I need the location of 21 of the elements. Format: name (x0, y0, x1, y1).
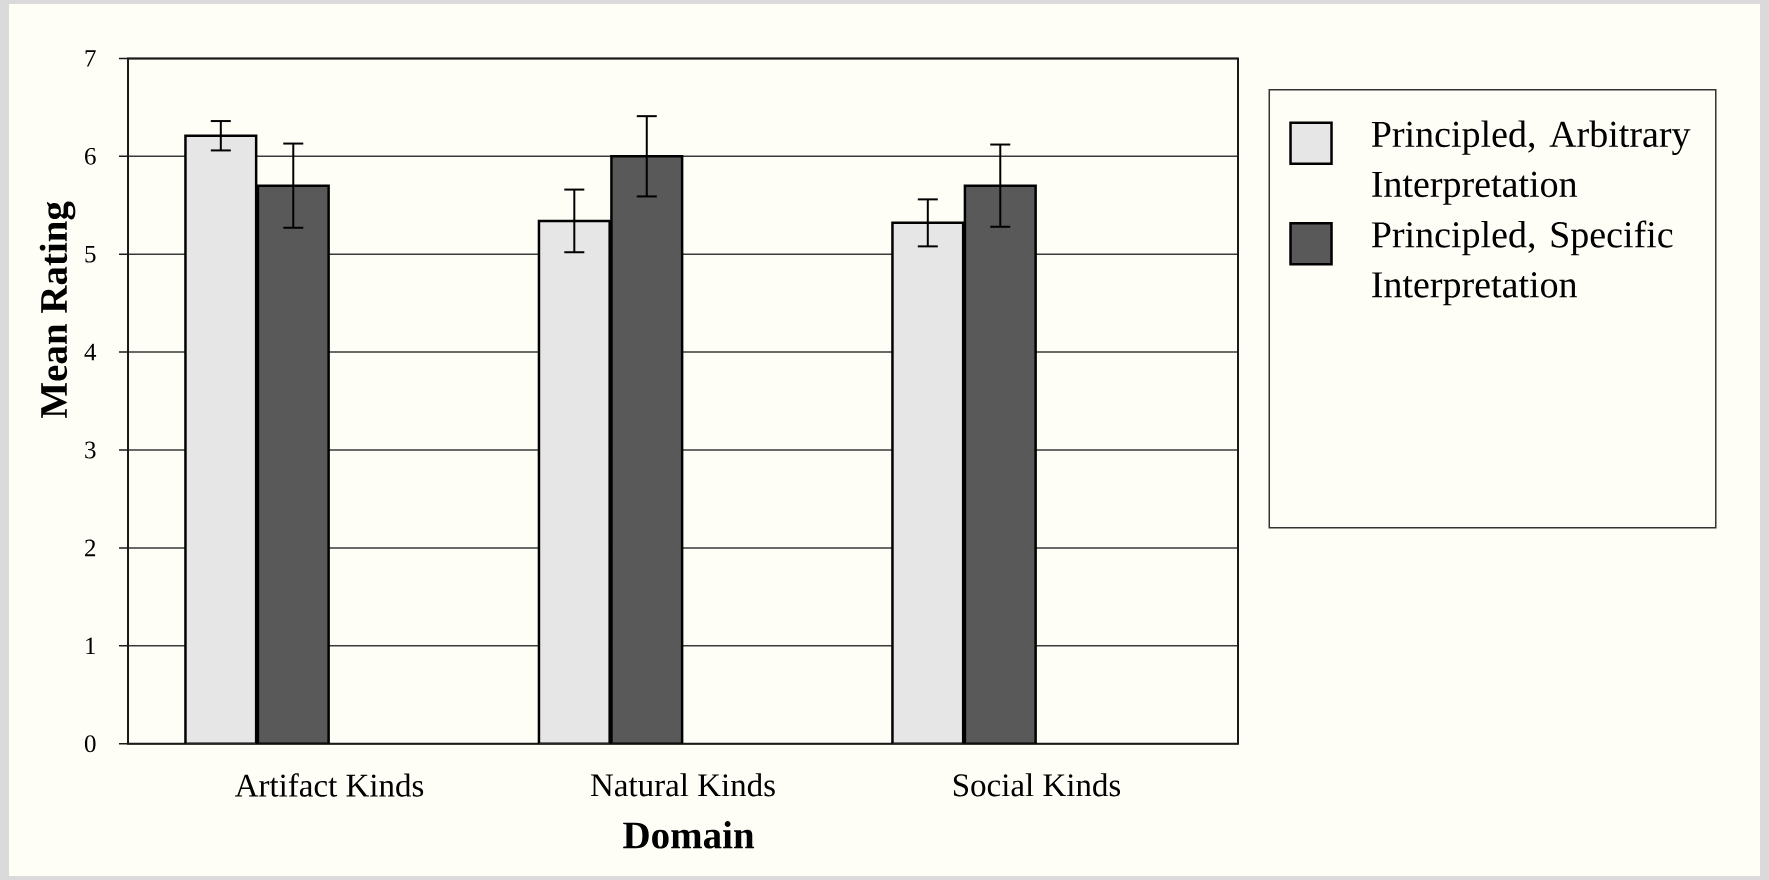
bar (891, 221, 965, 744)
bar (256, 184, 330, 744)
bar (537, 219, 611, 744)
y-tick-label: 2 (85, 539, 96, 557)
bar (184, 134, 258, 744)
y-tick-label: 0 (84, 735, 96, 753)
x-tick-label: Natural Kinds (590, 773, 775, 797)
y-tick-label: 7 (85, 50, 96, 67)
y-tick-label: 6 (85, 147, 96, 165)
y-tick-label: 3 (85, 441, 96, 459)
y-axis-title: Mean Rating (39, 201, 76, 419)
y-tick-label: 1 (86, 637, 95, 655)
bar (963, 184, 1037, 744)
x-axis-title: Domain (623, 821, 755, 849)
y-tick-label: 5 (85, 245, 96, 263)
x-tick-label: Artifact Kinds (234, 773, 424, 797)
bar (610, 155, 684, 744)
legend-label: Principled, Arbitrary Interpretation (1371, 120, 1691, 205)
x-tick-label: Social Kinds (953, 773, 1121, 797)
y-tick-label: 4 (84, 343, 97, 361)
legend-label: Principled, Specific Interpretation (1371, 220, 1673, 306)
